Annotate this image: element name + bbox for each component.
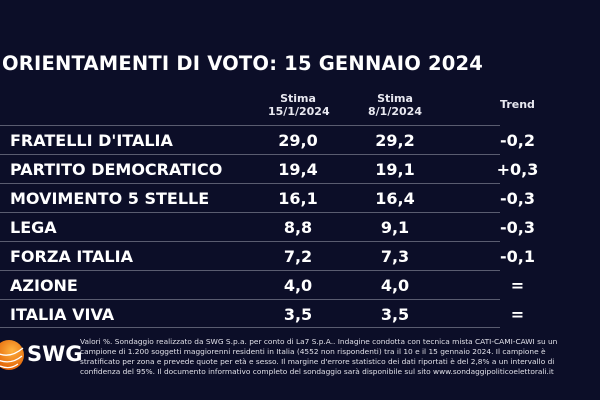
header-date: 15/1/2024 xyxy=(268,105,330,118)
previous-value: 3,5 xyxy=(380,305,410,324)
table-row: FRATELLI D'ITALIA 29,0 29,2 -0,2 xyxy=(0,125,535,154)
previous-value: 7,3 xyxy=(380,247,410,266)
party-name: FRATELLI D'ITALIA xyxy=(10,131,173,150)
header-current-estimate: Stima 15/1/2024 xyxy=(268,92,330,118)
trend-value: = xyxy=(510,305,525,324)
party-name: MOVIMENTO 5 STELLE xyxy=(10,189,210,208)
header-previous-estimate: Stima 8/1/2024 xyxy=(365,92,425,118)
current-value: 4,0 xyxy=(283,276,313,295)
previous-value: 16,4 xyxy=(375,189,415,208)
trend-value: -0,2 xyxy=(500,131,535,150)
party-name: LEGA xyxy=(10,218,57,237)
table-row: MOVIMENTO 5 STELLE 16,1 16,4 -0,3 xyxy=(0,183,535,212)
current-value: 19,4 xyxy=(278,160,318,179)
trend-value: -0,1 xyxy=(500,247,535,266)
party-name: AZIONE xyxy=(10,276,78,295)
current-value: 16,1 xyxy=(278,189,318,208)
methodology-note: Valori %. Sondaggio realizzato da SWG S.… xyxy=(80,337,558,376)
trend-value: +0,3 xyxy=(496,160,539,179)
party-name: FORZA ITALIA xyxy=(10,247,133,266)
current-value: 7,2 xyxy=(283,247,313,266)
party-name: ITALIA VIVA xyxy=(10,305,115,324)
current-value: 8,8 xyxy=(283,218,313,237)
header-label: Stima xyxy=(280,92,316,105)
current-value: 29,0 xyxy=(278,131,318,150)
swg-logo-text: SWG xyxy=(27,342,83,366)
swg-globe-logo-icon xyxy=(0,340,24,370)
table-row: AZIONE 4,0 4,0 = xyxy=(0,270,524,299)
table-row: LEGA 8,8 9,1 -0,3 xyxy=(0,212,535,241)
header-trend: Trend xyxy=(500,98,535,111)
trend-value: -0,3 xyxy=(500,218,535,237)
poll-table: FRATELLI D'ITALIA 29,0 29,2 -0,2 PARTITO DE… xyxy=(0,125,538,328)
trend-value: = xyxy=(510,276,525,295)
party-name: PARTITO DEMOCRATICO xyxy=(10,160,223,179)
current-value: 3,5 xyxy=(283,305,313,324)
previous-value: 9,1 xyxy=(380,218,410,237)
header-label: Stima xyxy=(377,92,413,105)
table-row: FORZA ITALIA 7,2 7,3 -0,1 xyxy=(0,241,535,270)
header-date: 8/1/2024 xyxy=(368,105,422,118)
previous-value: 4,0 xyxy=(380,276,410,295)
previous-value: 19,1 xyxy=(375,160,415,179)
page-title: ORIENTAMENTI DI VOTO: 15 GENNAIO 2024 xyxy=(2,52,484,75)
table-row: ITALIA VIVA 3,5 3,5 = xyxy=(0,299,524,328)
table-row: PARTITO DEMOCRATICO 19,4 19,1 +0,3 xyxy=(0,154,538,183)
trend-value: -0,3 xyxy=(500,189,535,208)
previous-value: 29,2 xyxy=(375,131,415,150)
